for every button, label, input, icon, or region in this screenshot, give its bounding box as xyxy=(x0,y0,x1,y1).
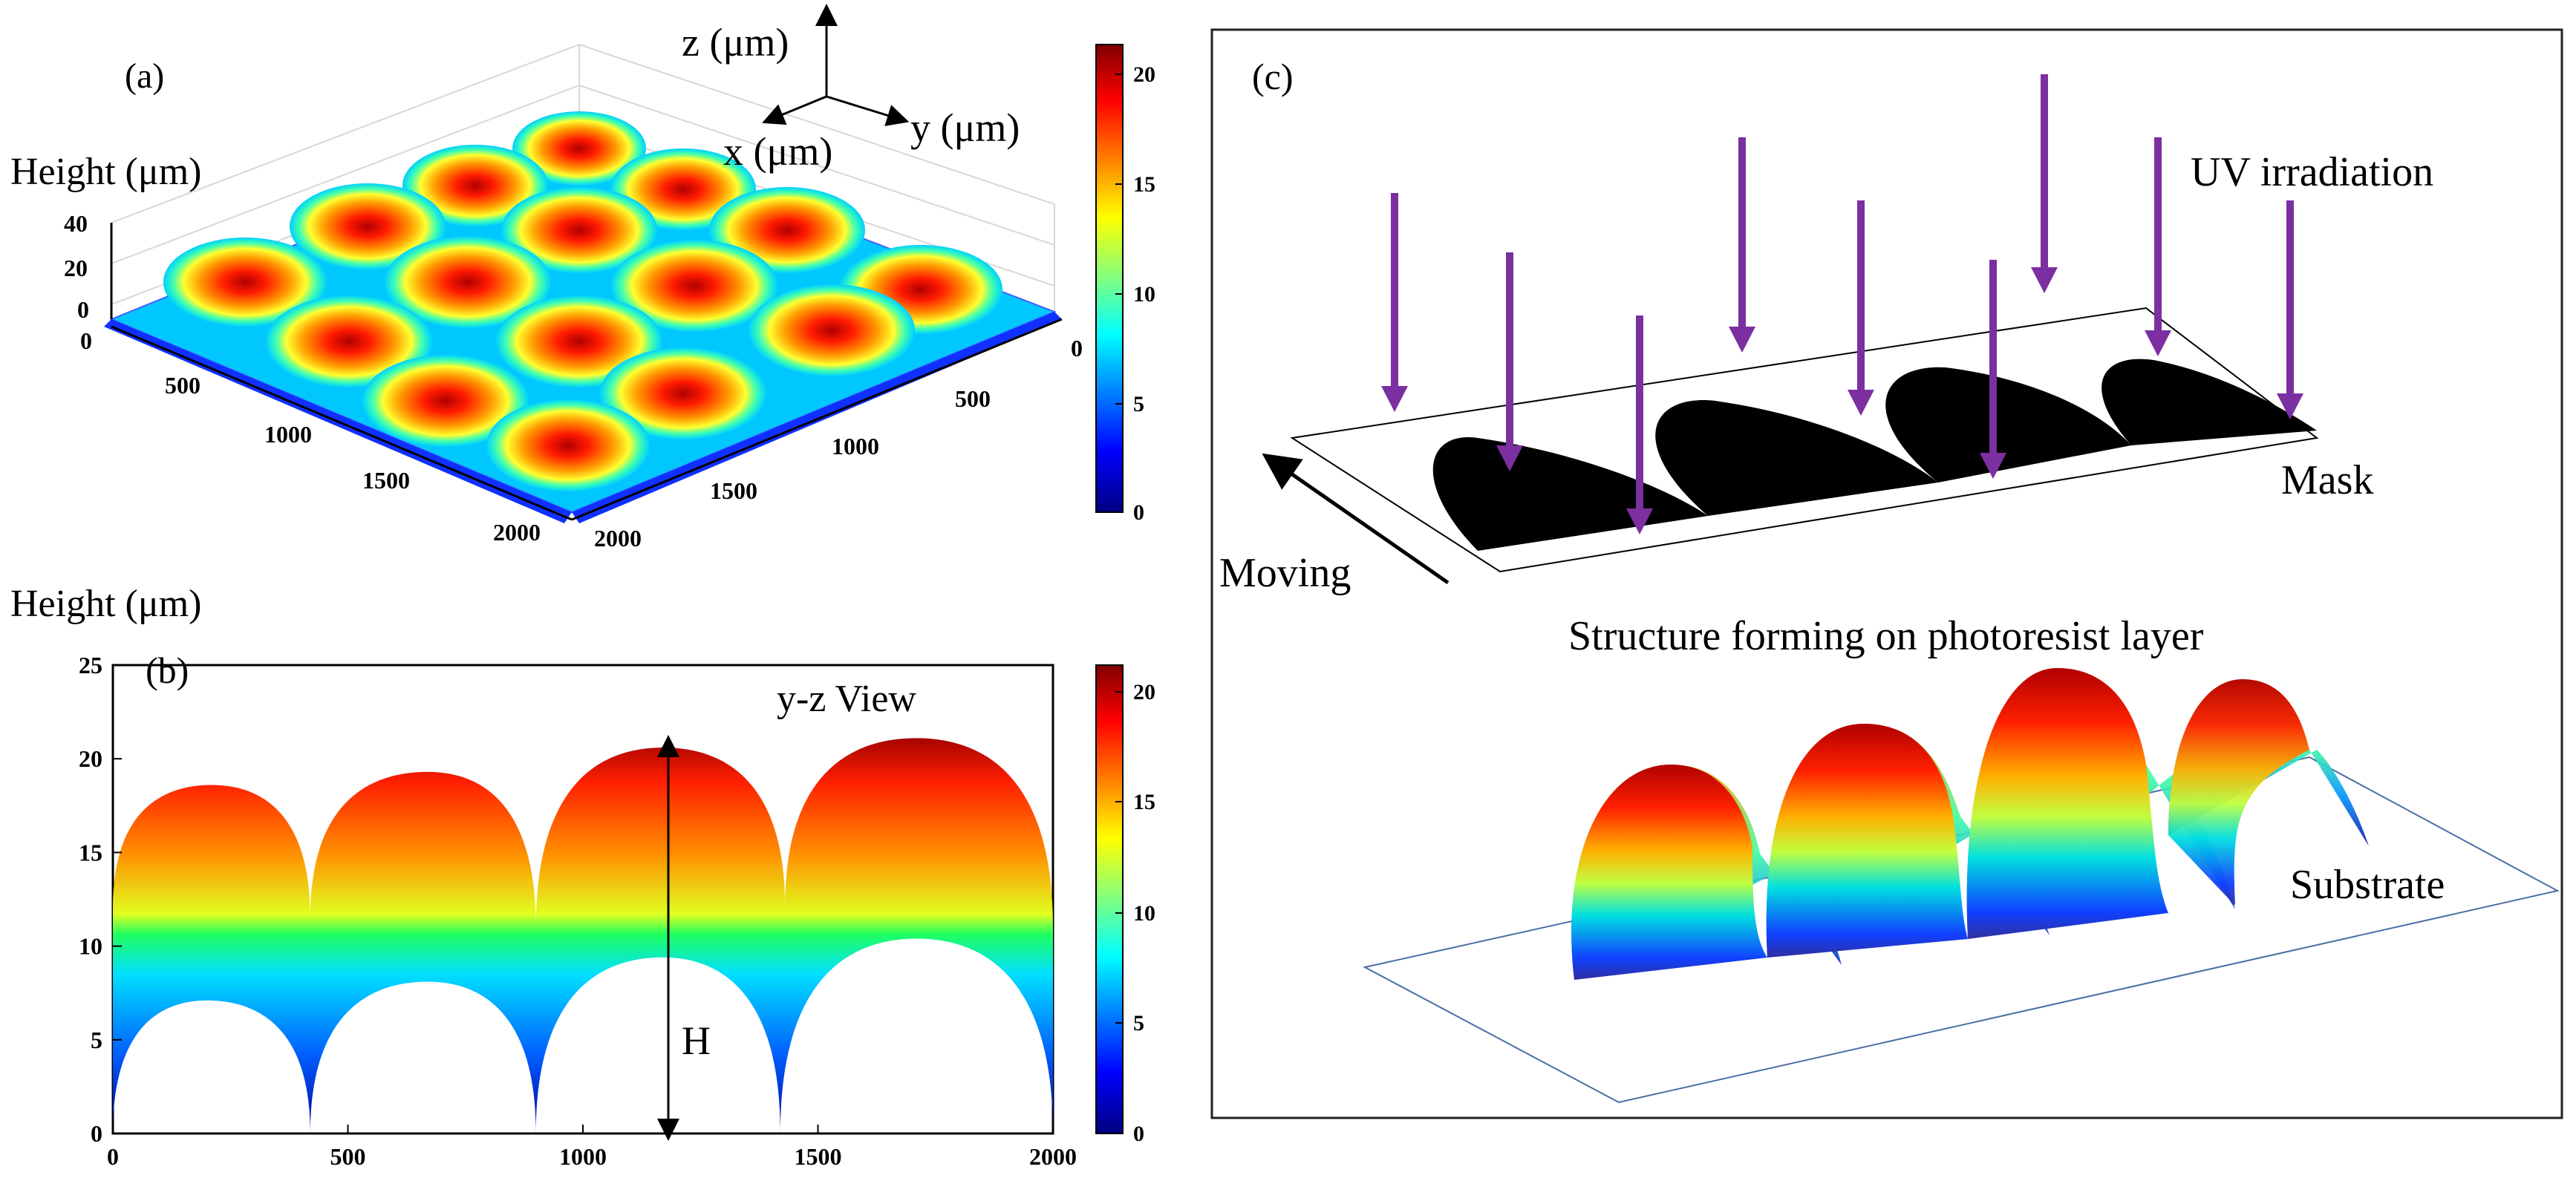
axis-z-label: z (μm) xyxy=(682,20,789,65)
chart-title: y-z View xyxy=(777,678,916,720)
dome xyxy=(600,347,766,439)
x-tick: 500 xyxy=(165,372,200,399)
panel-a-colorbar: 20 15 10 5 0 xyxy=(1095,44,1155,525)
moving-arrow xyxy=(1262,453,1450,585)
height-h-label: H xyxy=(682,1018,711,1063)
z-tick: 40 xyxy=(64,210,88,237)
panel-c-frame xyxy=(1210,28,2563,1119)
dome xyxy=(290,183,446,269)
panel-c-label: (c) xyxy=(1252,56,1294,97)
x-tick-label: 2000 xyxy=(1029,1143,1077,1170)
panel-b: Height (μm) (b) y-z View 0 500 1000 1500 200… xyxy=(10,583,1155,1170)
dome xyxy=(512,111,646,186)
x-tick-label: 0 xyxy=(107,1143,119,1170)
colorbar-tick: 15 xyxy=(1133,790,1155,814)
colorbar-b xyxy=(1095,664,1124,1134)
dome xyxy=(163,238,327,327)
ridge xyxy=(1966,668,2168,939)
moving-label: Moving xyxy=(1219,550,1351,596)
y-tick: 2000 xyxy=(594,525,642,552)
panel-a-domes xyxy=(163,111,1002,491)
panel-b-height-label: Height (μm) xyxy=(10,583,202,625)
x-tick: 1000 xyxy=(264,421,312,448)
x-tick: 1500 xyxy=(362,467,410,494)
panel-a-z-ticks: 40 20 0 xyxy=(64,210,89,323)
x-tick-label: 500 xyxy=(330,1143,366,1170)
dome xyxy=(402,145,548,226)
ridge xyxy=(1766,724,1968,958)
panel-a-y-ticks: 0 500 1000 1500 2000 xyxy=(594,335,1083,552)
dome xyxy=(611,240,777,332)
y-tick: 0 xyxy=(1071,335,1083,362)
dome xyxy=(266,295,432,387)
panel-a: (a) Height (μm) xyxy=(10,4,1155,552)
uv-arrows xyxy=(1381,74,2303,534)
y-tick-label: 10 xyxy=(79,933,102,960)
axis-triad: z (μm) y (μm) x (μm) xyxy=(682,4,1020,174)
panel-b-colorbar: 20 15 10 5 0 xyxy=(1095,664,1155,1146)
panel-a-label: (a) xyxy=(125,56,164,96)
colorbar-tick: 15 xyxy=(1133,172,1155,197)
structure-label: Structure forming on photoresist layer xyxy=(1568,613,2204,659)
dome xyxy=(501,187,657,273)
z-tick: 0 xyxy=(77,296,89,323)
colorbar-tick: 10 xyxy=(1133,282,1155,307)
x-tick: 0 xyxy=(80,327,92,354)
y-tick: 500 xyxy=(955,385,991,412)
dome xyxy=(486,399,650,491)
triad-y-arrow xyxy=(826,95,910,126)
y-tick-label: 15 xyxy=(79,839,102,866)
panel-a-height-label: Height (μm) xyxy=(10,151,202,193)
mask-opening xyxy=(1885,367,2131,482)
dome xyxy=(749,284,915,376)
colorbar-tick: 20 xyxy=(1133,680,1155,704)
chart-marks xyxy=(113,738,1053,1133)
z-tick: 20 xyxy=(64,255,88,281)
colorbar-tick: 20 xyxy=(1133,62,1155,87)
x-tick-label: 1500 xyxy=(795,1143,842,1170)
x-tick-label: 1000 xyxy=(559,1143,607,1170)
panel-a-x-ticks: 0 500 1000 1500 2000 xyxy=(80,327,541,546)
colorbar-a xyxy=(1095,44,1124,513)
axis-x-label: x (μm) xyxy=(723,129,832,174)
dome xyxy=(362,355,529,447)
ridge xyxy=(2168,679,2309,906)
y-tick-label: 25 xyxy=(79,652,102,678)
panel-b-label: (b) xyxy=(146,650,189,691)
y-tick-label: 0 xyxy=(91,1120,102,1147)
panel-a-axes xyxy=(110,223,1063,521)
mask-label: Mask xyxy=(2281,457,2373,503)
y-tick-label: 5 xyxy=(91,1027,102,1053)
colorbar-tick: 0 xyxy=(1133,500,1144,525)
colorbar-tick: 10 xyxy=(1133,901,1155,926)
mask-opening xyxy=(2101,359,2317,445)
dome xyxy=(385,236,551,328)
substrate-label: Substrate xyxy=(2290,862,2445,908)
panel-c: (c) UV irradiation Mask Moving Structu xyxy=(1210,28,2563,1119)
mask-opening xyxy=(1655,400,1938,516)
y-tick-label: 20 xyxy=(79,745,102,772)
axis-y-label: y (μm) xyxy=(910,105,1020,150)
ridge xyxy=(1571,765,1767,980)
colorbar-tick: 0 xyxy=(1133,1122,1144,1146)
profile-band xyxy=(113,738,1053,1133)
y-tick: 1500 xyxy=(710,477,757,504)
colorbar-tick: 5 xyxy=(1133,392,1144,416)
colorbar-tick: 5 xyxy=(1133,1011,1144,1036)
uv-label: UV irradiation xyxy=(2191,149,2433,195)
photoresist-ridges xyxy=(1571,668,2369,980)
y-tick: 1000 xyxy=(832,433,879,459)
triad-x-arrow xyxy=(762,95,827,125)
chart-ticks: 0 500 1000 1500 2000 0 5 10 15 20 25 xyxy=(79,652,1077,1170)
x-tick: 2000 xyxy=(493,519,541,546)
